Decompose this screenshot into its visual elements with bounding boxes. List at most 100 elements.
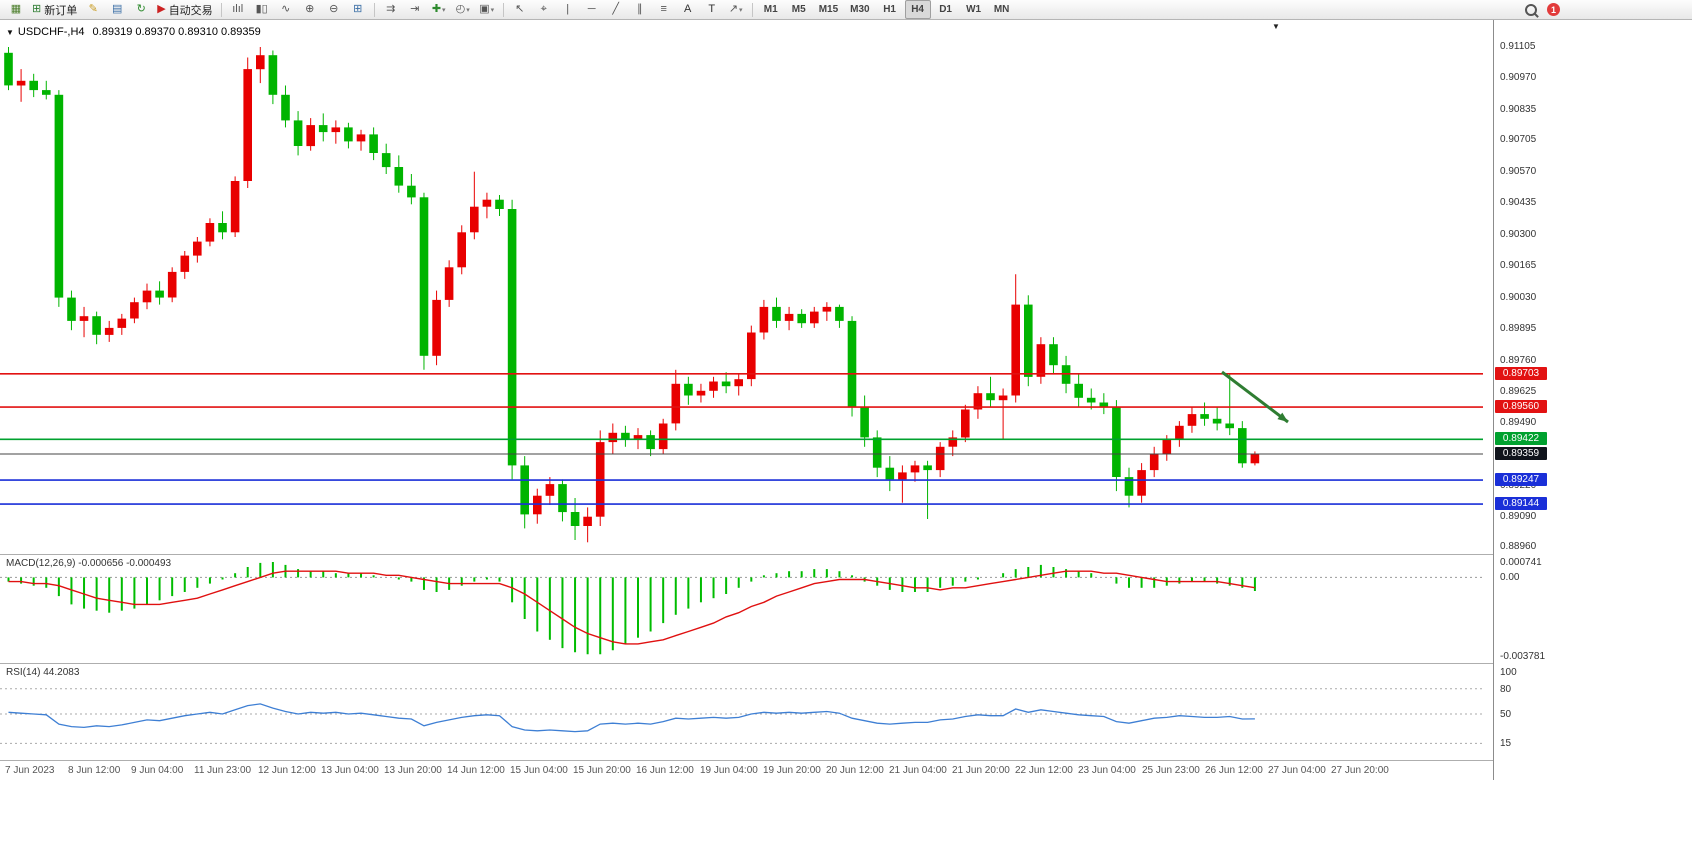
chevron-down-icon: ▾ — [739, 6, 743, 14]
metaeditor-button[interactable]: ✎ — [82, 0, 104, 19]
zoom-in-icon: ⊕ — [305, 3, 315, 15]
chevron-down-icon: ▾ — [490, 6, 495, 14]
rsi-value-text: 44.2083 — [43, 667, 80, 678]
cursor-icon: ↖ — [515, 3, 525, 15]
timeframe-h1-button[interactable]: H1 — [883, 4, 896, 15]
search-icon[interactable] — [1525, 3, 1537, 16]
equidistant-channel-icon: ∥ — [636, 3, 643, 15]
price-axis-label: 0.89090 — [1500, 511, 1537, 522]
terminal-button[interactable]: ▤ — [106, 0, 128, 19]
macd-panel-canvas[interactable] — [0, 555, 1492, 663]
new-order-button[interactable]: ⊞ 新订单 — [29, 0, 80, 19]
trendline-icon: ╱ — [612, 3, 619, 15]
timeframe-m5-button[interactable]: M5 — [791, 4, 806, 15]
time-axis-label: 12 Jun 12:00 — [258, 765, 316, 776]
timeframe-h4-button[interactable]: H4 — [904, 0, 931, 19]
chart-symbol-period: USDCHF-,H4 — [17, 26, 85, 38]
bar-chart-icon: ılıl — [232, 3, 244, 15]
time-axis-label: 15 Jun 04:00 — [510, 765, 568, 776]
price-axis-label: 0.90435 — [1500, 197, 1537, 208]
notification-badge[interactable]: 1 — [1547, 3, 1560, 16]
time-axis-label: 16 Jun 12:00 — [636, 765, 694, 776]
zoom-in-button[interactable]: ⊕ — [299, 0, 321, 19]
price-axis-label: 0.91105 — [1500, 41, 1536, 52]
timeframe-m30-button[interactable]: M30 — [850, 4, 870, 15]
templates-button[interactable]: ▣ ▾ — [476, 0, 498, 19]
price-axis-label: 0.89895 — [1500, 323, 1537, 334]
line-chart-button[interactable]: ∿ — [275, 0, 297, 19]
candlestick-chart-button[interactable]: ▮▯ — [251, 0, 273, 19]
timeframe-mn-button[interactable]: MN — [993, 4, 1010, 15]
timeframe-m1-button[interactable]: M1 — [763, 4, 778, 15]
toolbar-separator — [751, 2, 753, 17]
trend-arrow-annotation[interactable] — [1221, 370, 1289, 424]
one-click-trading-arrow-icon[interactable]: ▼ — [6, 28, 14, 37]
price-axis-label: 0.89490 — [1500, 417, 1537, 428]
time-axis-label: 19 Jun 04:00 — [700, 765, 758, 776]
text-button[interactable]: A — [677, 0, 699, 19]
indicators-button[interactable]: ✚ ▾ — [428, 0, 450, 19]
crosshair-button[interactable]: ⌖ — [533, 0, 555, 19]
equidistant-channel-button[interactable]: ∥ — [629, 0, 651, 19]
toolbar-separator — [220, 2, 222, 17]
price-level-box: 0.89247 — [1495, 473, 1547, 486]
time-axis-label: 11 Jun 23:00 — [194, 765, 252, 776]
toolbar: ▦ ⊞ 新订单 ✎ ▤ ↻ ▶ 自动交易 ılıl ▮▯ ∿ ⊕ ⊖ ⊞ ⇉ ⇥ ✚ ▾ ◴ ▾ ▣ ▾ ↖ ⌖ | ─ ╱ ∥ ≡ A T… — [0, 0, 1692, 20]
auto-scroll-button[interactable]: ⇉ — [380, 0, 402, 19]
cursor-button[interactable]: ↖ — [509, 0, 531, 19]
candlestick-chart-icon: ▮▯ — [255, 3, 268, 15]
price-level-box: 0.89560 — [1495, 400, 1547, 413]
text-label-icon: T — [708, 3, 716, 15]
vertical-line-icon: | — [566, 3, 570, 15]
bar-chart-button[interactable]: ılıl — [227, 0, 249, 19]
panel-separator[interactable] — [0, 663, 1692, 664]
text-label-button[interactable]: T — [701, 0, 723, 19]
trendline-button[interactable]: ╱ — [605, 0, 627, 19]
horizontal-line-button[interactable]: ─ — [581, 0, 603, 19]
time-axis-label: 27 Jun 04:00 — [1268, 765, 1326, 776]
toolbar-buttons: ▦ ⊞ 新订单 ✎ ▤ ↻ ▶ 自动交易 ılıl ▮▯ ∿ ⊕ ⊖ ⊞ ⇉ ⇥ ✚ ▾ ◴ ▾ ▣ ▾ ↖ ⌖ | ─ ╱ ∥ ≡ A T… — [4, 0, 1016, 20]
macd-values-text: -0.000656 -0.000493 — [78, 558, 172, 569]
fibonacci-button[interactable]: ≡ — [653, 0, 675, 19]
time-axis-label: 20 Jun 12:00 — [826, 765, 884, 776]
chart-shift-button[interactable]: ⇥ — [404, 0, 426, 19]
time-axis-label: 13 Jun 20:00 — [384, 765, 442, 776]
price-level-box: 0.89703 — [1495, 367, 1547, 380]
tile-windows-button[interactable]: ⊞ — [347, 0, 369, 19]
price-axis-label: 0.90030 — [1500, 292, 1537, 303]
timeframe-m15-button[interactable]: M15 — [818, 4, 839, 15]
refresh-button[interactable]: ↻ — [130, 0, 152, 19]
price-axis-label: 0.89760 — [1500, 355, 1537, 366]
time-axis-label: 26 Jun 12:00 — [1205, 765, 1263, 776]
new-order-label: 新订单 — [44, 4, 78, 17]
rsi-indicator-label: RSI(14) 44.2083 — [6, 667, 79, 678]
toolbar-right: 1 — [1525, 3, 1560, 16]
panel-separator[interactable] — [0, 554, 1692, 555]
price-axis-label: 0.90835 — [1500, 104, 1537, 115]
chart-ohlc-values: 0.89319 0.89370 0.89310 0.89359 — [92, 26, 261, 38]
timeframe-w1-button[interactable]: W1 — [966, 4, 982, 15]
time-axis[interactable]: 7 Jun 2023 8 Jun 12:00 9 Jun 04:00 11 Jun 2… — [0, 761, 1493, 781]
fibonacci-icon: ≡ — [660, 3, 667, 15]
zoom-out-button[interactable]: ⊖ — [323, 0, 345, 19]
new-chart-button[interactable]: ▦ — [5, 0, 27, 19]
periods-button[interactable]: ◴ ▾ — [452, 0, 474, 19]
time-axis-label: 14 Jun 12:00 — [447, 765, 505, 776]
arrows-button[interactable]: ↗ ▾ — [725, 0, 747, 19]
vertical-line-button[interactable]: | — [557, 0, 579, 19]
periods-icon: ◴ — [455, 3, 466, 15]
price-axis-label: 0.90705 — [1500, 134, 1537, 145]
time-axis-label: 19 Jun 20:00 — [763, 765, 821, 776]
current-price-box: 0.89359 — [1495, 447, 1547, 460]
macd-label-text: MACD(12,26,9) — [6, 558, 76, 569]
price-axis[interactable]: 0.91105 0.90970 0.90835 0.90705 0.90570 0.904… — [1493, 20, 1692, 780]
chart-shift-marker-icon[interactable]: ▼ — [1272, 22, 1280, 31]
panel-separator[interactable] — [0, 760, 1692, 761]
price-axis-label: 0.90570 — [1500, 166, 1537, 177]
rsi-panel-canvas[interactable] — [0, 664, 1492, 760]
timeframe-d1-button[interactable]: D1 — [939, 4, 952, 15]
main-chart-canvas[interactable] — [0, 20, 1492, 554]
auto-trading-button[interactable]: ▶ 自动交易 — [154, 0, 215, 19]
price-level-box: 0.89144 — [1495, 497, 1547, 510]
